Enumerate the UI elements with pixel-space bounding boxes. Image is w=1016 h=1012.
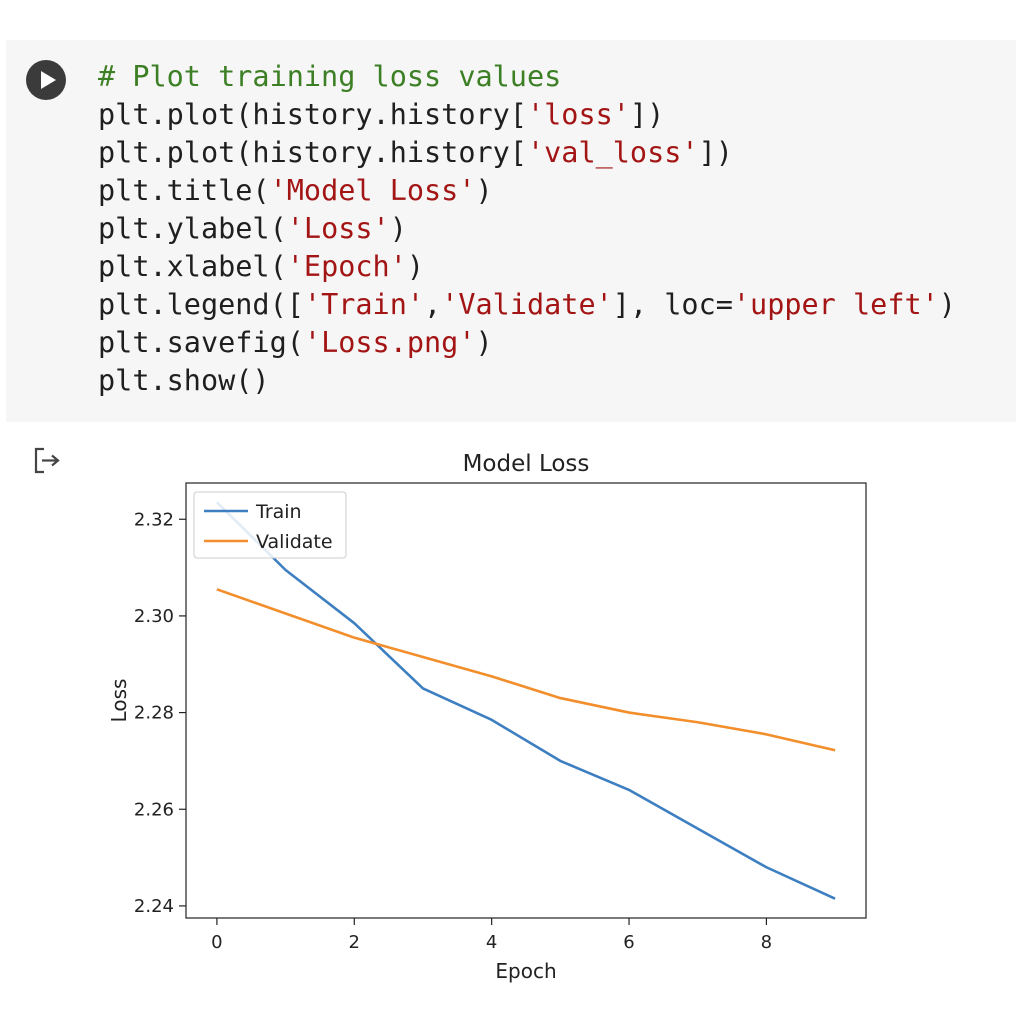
code-comment: # Plot training loss values	[98, 60, 562, 93]
code-string: 'Validate'	[441, 288, 613, 321]
y-axis-label: Loss	[107, 679, 131, 723]
code-string: 'Train'	[303, 288, 425, 321]
series-line-validate	[216, 588, 836, 752]
legend: Train Validate	[193, 491, 347, 559]
code-token: )	[938, 288, 956, 321]
code-string: 'val_loss'	[526, 136, 699, 169]
code-token: ,	[424, 288, 442, 321]
code-token: plt.ylabel(	[98, 212, 287, 245]
code-line: plt.plot(history.history['val_loss'])	[98, 136, 733, 169]
code-token: )	[475, 174, 493, 207]
code-token: plt.show()	[98, 364, 270, 397]
y-tick-label: 2.32	[134, 509, 174, 530]
x-tick-label: 2	[349, 932, 360, 953]
code-line: plt.title('Model Loss')	[98, 174, 493, 207]
output-arrow-icon	[34, 447, 60, 474]
code-token: plt.plot(history.history[	[98, 136, 527, 169]
code-token: )	[475, 326, 493, 359]
code-string: 'Loss.png'	[303, 326, 476, 359]
legend-label: Train	[255, 501, 302, 523]
code-line: plt.show()	[98, 364, 270, 397]
x-axis-label: Epoch	[495, 959, 556, 983]
x-tick-label: 4	[486, 932, 497, 953]
code-line: plt.xlabel('Epoch')	[98, 250, 424, 283]
code-token: plt.title(	[98, 174, 270, 207]
code-line: plt.plot(history.history['loss'])	[98, 98, 664, 131]
code-token: plt.xlabel(	[98, 250, 287, 283]
legend-label: Validate	[256, 531, 333, 553]
code-string: 'Epoch'	[286, 250, 407, 283]
code-token: plt.plot(history.history[	[98, 98, 527, 131]
code-line: # Plot training loss values	[98, 60, 561, 93]
code-editor[interactable]: # Plot training loss values plt.plot(his…	[98, 58, 956, 400]
code-string: 'Loss'	[286, 212, 390, 245]
y-tick-label: 2.28	[134, 703, 174, 724]
code-line: plt.savefig('Loss.png')	[98, 326, 493, 359]
loss-chart: 0 2 4 6 82.242.262.282.302.32 TrainValidate …	[107, 451, 867, 983]
code-token: ])	[698, 136, 733, 169]
code-token: ], loc=	[612, 288, 733, 321]
run-cell-button[interactable]	[26, 60, 66, 100]
code-token: plt.legend([	[98, 288, 304, 321]
series-line-train	[215, 501, 836, 900]
code-token: )	[389, 212, 407, 245]
plot-frame	[185, 482, 867, 919]
code-string: 'upper left'	[732, 288, 939, 321]
code-cell[interactable]	[6, 40, 1016, 422]
code-line: plt.ylabel('Loss')	[98, 212, 407, 245]
code-string: 'loss'	[526, 98, 630, 131]
play-icon	[41, 71, 56, 89]
code-token: )	[406, 250, 425, 283]
x-tick-label: 0	[211, 932, 222, 953]
code-token: plt.savefig(	[98, 326, 304, 359]
x-tick-label: 6	[623, 932, 634, 953]
chart-title: Model Loss	[463, 451, 590, 477]
code-line: plt.legend(['Train','Validate'], loc='up…	[98, 288, 956, 321]
code-token: ])	[629, 98, 665, 131]
y-tick-label: 2.26	[134, 799, 174, 820]
y-tick-label: 2.24	[134, 896, 174, 917]
code-string: 'Model Loss'	[269, 174, 476, 207]
y-tick-label: 2.30	[134, 606, 174, 627]
x-tick-label: 8	[761, 932, 772, 953]
